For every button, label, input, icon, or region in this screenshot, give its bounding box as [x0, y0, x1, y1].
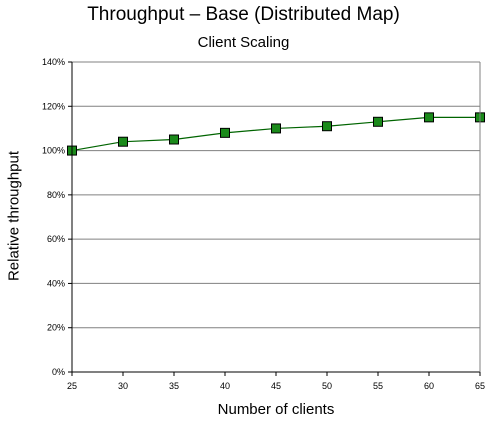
data-point-marker — [373, 116, 383, 127]
x-tick-label: 65 — [475, 381, 485, 391]
x-tick-label: 55 — [373, 381, 383, 391]
y-tick-label: 140% — [42, 57, 65, 67]
x-tick-label: 25 — [67, 381, 77, 391]
x-tick-label: 30 — [118, 381, 128, 391]
x-tick-label: 40 — [220, 381, 230, 391]
axis-ticks: 0% 20% 40% 60% 80% 100% 120% 140% 25 30 35 40 45 50 55… — [42, 57, 485, 391]
chart-subtitle: Client Scaling — [197, 34, 290, 51]
gridlines — [72, 61, 480, 373]
data-point-marker — [220, 127, 230, 138]
y-tick-label: 100% — [42, 146, 65, 156]
y-tick-label: 0% — [52, 367, 65, 377]
axes — [71, 62, 481, 373]
x-tick-label: 35 — [169, 381, 179, 391]
x-axis-label: Number of clients — [217, 401, 335, 418]
chart-title: Throughput – Base (Distributed Map) — [87, 4, 400, 25]
data-point-marker — [322, 121, 332, 132]
data-point-marker — [169, 134, 179, 145]
data-point-marker — [424, 112, 434, 123]
x-tick-label: 50 — [322, 381, 332, 391]
data-point-marker — [118, 136, 128, 147]
y-tick-label: 80% — [47, 190, 65, 200]
y-tick-label: 120% — [42, 101, 65, 111]
y-tick-label: 20% — [47, 323, 65, 333]
x-tick-label: 45 — [271, 381, 281, 391]
y-axis-label: Relative throughput — [5, 150, 23, 282]
series-line — [71, 116, 480, 152]
data-point-marker — [271, 123, 281, 134]
y-tick-label: 40% — [47, 278, 65, 288]
x-tick-label: 60 — [424, 381, 434, 391]
y-tick-label: 60% — [47, 234, 65, 244]
series-group — [67, 112, 485, 156]
